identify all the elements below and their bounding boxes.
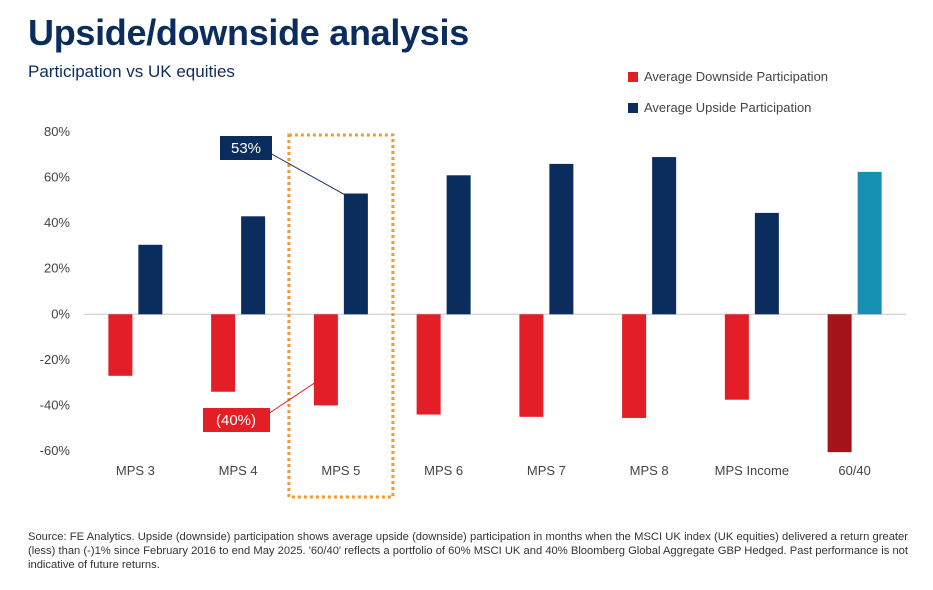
downside-bar bbox=[827, 314, 852, 453]
downside-bar bbox=[108, 314, 133, 376]
legend-downside-label: Average Downside Participation bbox=[644, 69, 829, 84]
downside-bar bbox=[211, 314, 236, 392]
callout-downside-box bbox=[203, 408, 270, 432]
upside-bar bbox=[138, 244, 163, 315]
x-category-label: MPS 4 bbox=[219, 463, 258, 478]
y-tick-label: -40% bbox=[40, 397, 71, 412]
downside-bar bbox=[313, 314, 338, 406]
page-title: Upside/downside analysis bbox=[28, 12, 469, 53]
callout-upside-line bbox=[267, 151, 351, 198]
y-tick-label: -60% bbox=[40, 443, 71, 458]
upside-bar bbox=[857, 171, 882, 315]
highlight-box bbox=[287, 133, 395, 499]
x-category-label: 60/40 bbox=[838, 463, 871, 478]
x-category-label: MPS 8 bbox=[630, 463, 669, 478]
upside-bar bbox=[652, 157, 677, 315]
x-category-label: MPS 5 bbox=[321, 463, 360, 478]
downside-bar bbox=[519, 314, 544, 417]
page-subtitle: Participation vs UK equities bbox=[28, 62, 235, 81]
callout-upside-label: 53% bbox=[231, 140, 261, 157]
upside-bar bbox=[343, 193, 368, 315]
upside-bar bbox=[549, 163, 574, 315]
y-tick-label: 20% bbox=[44, 261, 70, 276]
y-tick-label: 40% bbox=[44, 215, 70, 230]
source-note: Source: FE Analytics. Upside (downside) … bbox=[28, 531, 908, 571]
legend-downside-swatch bbox=[628, 71, 638, 82]
upside-bar bbox=[241, 216, 266, 315]
upside-bar bbox=[754, 212, 779, 315]
legend-upside-label: Average Upside Participation bbox=[644, 100, 812, 115]
y-tick-label: 80% bbox=[44, 124, 70, 139]
downside-bar bbox=[416, 314, 441, 415]
downside-bar bbox=[724, 314, 749, 400]
legend-upside: Average Upside Participation bbox=[628, 100, 811, 115]
x-category-label: MPS 7 bbox=[527, 463, 566, 478]
y-tick-label: 0% bbox=[51, 306, 70, 321]
legend-upside-swatch bbox=[628, 102, 638, 113]
y-tick-label: 60% bbox=[44, 170, 70, 185]
y-tick-label: -20% bbox=[40, 352, 71, 367]
x-category-label: MPS 3 bbox=[116, 463, 155, 478]
x-category-label: MPS 6 bbox=[424, 463, 463, 478]
legend-downside: Average Downside Participation bbox=[628, 69, 828, 84]
callout-downside-line bbox=[261, 377, 323, 419]
x-category-label: MPS Income bbox=[715, 463, 789, 478]
callout-upside-box bbox=[220, 136, 272, 160]
callout-downside-label: (40%) bbox=[216, 412, 256, 429]
upside-bar bbox=[446, 175, 471, 315]
downside-bar bbox=[622, 314, 647, 418]
